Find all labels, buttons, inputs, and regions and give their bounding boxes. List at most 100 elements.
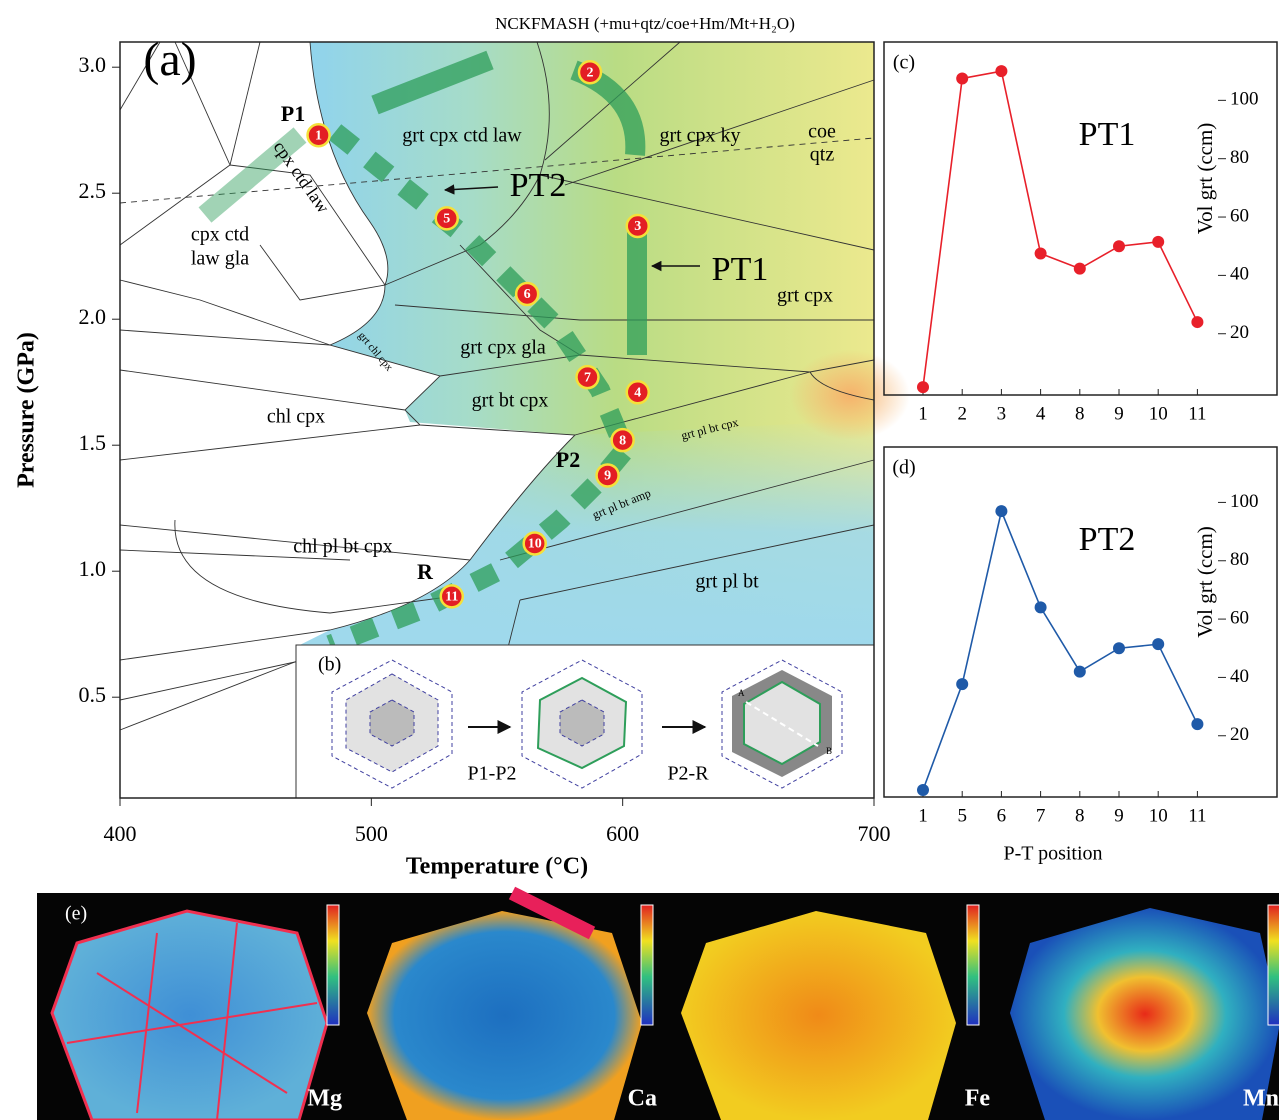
- field-label: cpx ctd law: [270, 137, 334, 216]
- point-label: 6: [524, 287, 531, 302]
- y-axis-label: Vol grt (ccm): [1193, 526, 1217, 638]
- field-label: qtz: [810, 144, 835, 166]
- field-label: grt cpx ctd law: [402, 125, 522, 147]
- y-tick-label: 80: [1230, 147, 1249, 168]
- panel-label: (c): [893, 52, 915, 74]
- field-label: grt cpx gla: [460, 337, 546, 359]
- element-label: Fe: [965, 1086, 991, 1112]
- point-label: 4: [634, 385, 641, 400]
- x-tick-label: 3: [997, 403, 1007, 424]
- marker: [1191, 718, 1203, 730]
- chart-title: PT1: [1079, 116, 1136, 153]
- marker: [1152, 236, 1164, 248]
- marker: [917, 381, 929, 393]
- y-tick-label: 20: [1230, 322, 1249, 343]
- y-tick-label: 60: [1230, 607, 1249, 628]
- field-label: P2: [556, 447, 580, 472]
- step-label: P1-P2: [468, 763, 517, 785]
- field-label: grt cpx ky: [659, 125, 740, 147]
- field-label: R: [417, 559, 434, 584]
- marker: [995, 65, 1007, 77]
- y-tick-label: 1.0: [79, 556, 107, 581]
- y-tick-label: 20: [1230, 724, 1249, 745]
- x-tick-label: 600: [606, 821, 639, 846]
- point-label: 1: [315, 128, 322, 143]
- line: [923, 71, 1197, 387]
- element-label: Mn: [1243, 1086, 1279, 1112]
- y-tick-label: 100: [1230, 491, 1259, 512]
- field-label: cpx ctd: [191, 224, 249, 246]
- x-tick-label: 11: [1188, 403, 1206, 424]
- x-tick-label: 9: [1114, 403, 1124, 424]
- point-label: 2: [586, 65, 593, 80]
- x-tick-label: 1: [918, 403, 928, 424]
- y-tick-label: 2.5: [79, 178, 107, 203]
- x-tick-label: 1: [918, 805, 928, 826]
- x-axis-label: P-T position: [1003, 843, 1102, 865]
- x-tick-label: 4: [1036, 403, 1046, 424]
- marker: [917, 784, 929, 796]
- x-tick-label: 5: [957, 805, 967, 826]
- field-label: grt pl bt: [695, 571, 759, 593]
- panel-label: (e): [65, 903, 87, 925]
- x-tick-label: 7: [1036, 805, 1046, 826]
- panel-label: (b): [318, 654, 341, 676]
- x-tick-label: 6: [997, 805, 1007, 826]
- field-label: grt cpx: [777, 285, 833, 307]
- y-tick-label: 40: [1230, 666, 1249, 687]
- point-label: 7: [584, 370, 591, 385]
- x-tick-label: 11: [1188, 805, 1206, 826]
- line: [923, 511, 1197, 790]
- x-tick-label: 2: [957, 403, 967, 424]
- x-tick-label: 10: [1149, 805, 1168, 826]
- marker: [995, 505, 1007, 517]
- x-tick-label: 10: [1149, 403, 1168, 424]
- marker: [1113, 240, 1125, 252]
- x-tick-label: 8: [1075, 403, 1085, 424]
- x-tick-label: 8: [1075, 805, 1085, 826]
- chart-title: NCKFMASH (+mu+qtz/coe+Hm/Mt+H₂O): [495, 14, 795, 33]
- element-label: Ca: [628, 1086, 657, 1112]
- field-label: chl pl bt cpx: [293, 536, 392, 558]
- field-label: coe: [808, 121, 836, 143]
- y-tick-label: 0.5: [79, 682, 107, 707]
- marker: [1035, 601, 1047, 613]
- inset-b: (b) A B P1-P2 P2-R: [296, 645, 874, 798]
- plot-frame: [884, 447, 1277, 797]
- point-label: 8: [619, 433, 626, 448]
- y-tick-label: 80: [1230, 549, 1249, 570]
- panel-label: (d): [892, 457, 915, 479]
- y-axis-label: Pressure (GPa): [14, 332, 40, 488]
- point-label: 10: [528, 537, 542, 552]
- x-tick-label: 9: [1114, 805, 1124, 826]
- marker: [956, 72, 968, 84]
- x-axis-label: Temperature (°C): [406, 854, 588, 880]
- panel-label: (a): [143, 33, 196, 86]
- marker: [1113, 642, 1125, 654]
- y-tick-label: 3.0: [79, 52, 107, 77]
- element-maps: (e) Mg Ca Fe Mn: [37, 893, 1279, 1120]
- marker: [956, 678, 968, 690]
- point-label: 3: [634, 219, 641, 234]
- y-tick-label: 100: [1230, 89, 1259, 110]
- x-tick-label: 400: [104, 821, 137, 846]
- x-tick-label: 500: [355, 821, 388, 846]
- section-end: A: [738, 688, 745, 698]
- field-label: chl cpx: [267, 406, 325, 428]
- chart-title: PT2: [1079, 521, 1136, 558]
- y-tick-label: 2.0: [79, 304, 107, 329]
- point-label: 9: [604, 469, 611, 484]
- marker: [1191, 316, 1203, 328]
- section-end: B: [826, 746, 832, 756]
- y-tick-label: 60: [1230, 205, 1249, 226]
- element-label: Mg: [307, 1086, 342, 1112]
- field-label: grt bt cpx: [472, 390, 549, 412]
- field-label: PT2: [510, 167, 567, 204]
- marker: [1074, 263, 1086, 275]
- y-axis-label: Vol grt (ccm): [1193, 123, 1217, 235]
- marker: [1035, 248, 1047, 260]
- y-tick-label: 1.5: [79, 430, 107, 455]
- y-tick-label: 40: [1230, 264, 1249, 285]
- x-tick-label: 700: [858, 821, 891, 846]
- point-label: 11: [445, 590, 458, 605]
